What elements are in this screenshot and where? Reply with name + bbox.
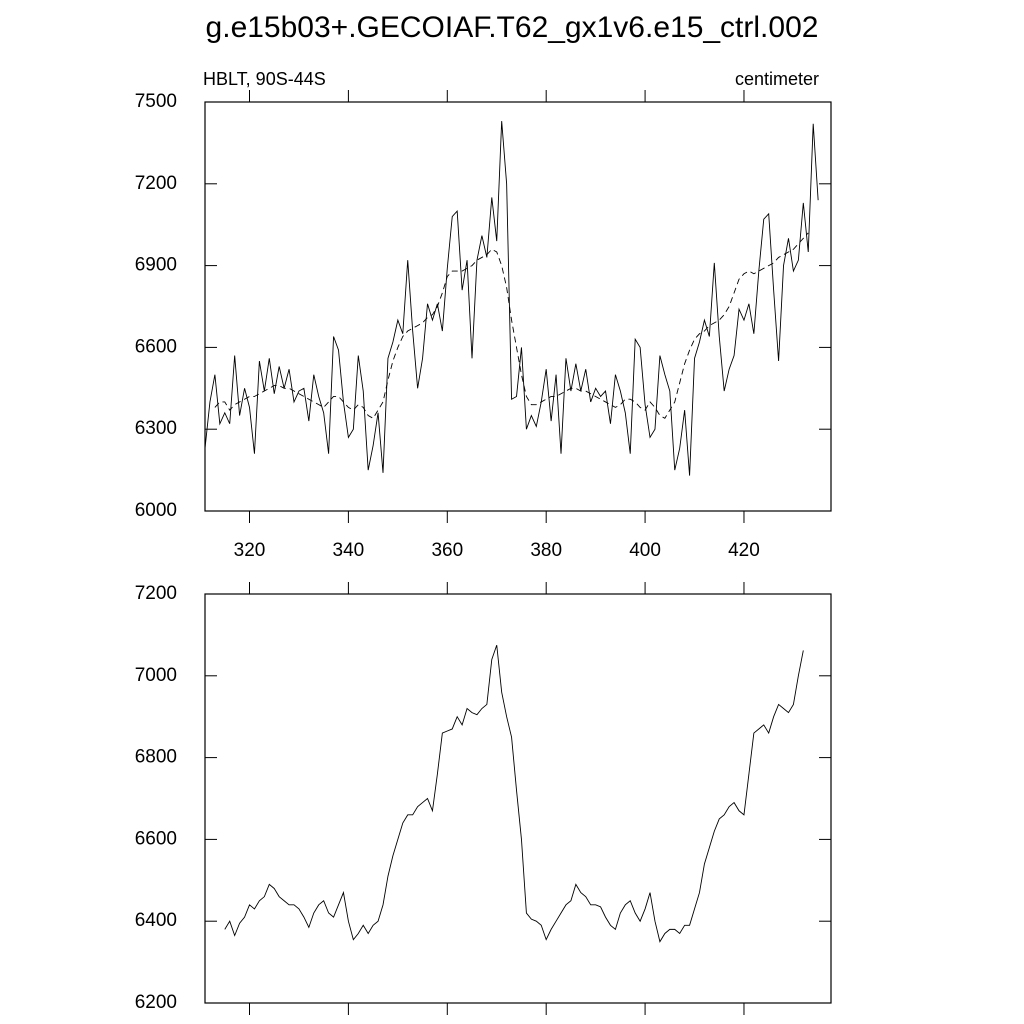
x-tick-label: 400 bbox=[629, 540, 661, 561]
left-string: HBLT, 90S-44S bbox=[203, 69, 326, 89]
x-tick-label: 320 bbox=[234, 540, 266, 561]
y-tick-label: 7200 bbox=[135, 583, 177, 604]
y-tick-label: 6600 bbox=[135, 828, 177, 849]
plot-frame bbox=[204, 101, 832, 512]
y-tick-label: 6900 bbox=[135, 255, 177, 276]
x-tick-label: 380 bbox=[530, 540, 562, 561]
right-string: centimeter bbox=[735, 69, 819, 89]
y-tick-label: 6400 bbox=[135, 910, 177, 931]
data-line bbox=[204, 121, 819, 476]
y-tick-label: 6300 bbox=[135, 418, 177, 439]
plot-frame bbox=[204, 593, 832, 1004]
y-tick-label: 6200 bbox=[135, 992, 177, 1013]
y-tick-label: 6600 bbox=[135, 336, 177, 357]
y-tick-label: 6800 bbox=[135, 747, 177, 768]
x-tick-label: 420 bbox=[728, 540, 760, 561]
y-tick-label: 7000 bbox=[135, 665, 177, 686]
x-tick-label: 340 bbox=[333, 540, 365, 561]
y-tick-label: 6000 bbox=[135, 500, 177, 521]
chart-title: g.e15b03+.GECOIAF.T62_gx1v6.e15_ctrl.002 bbox=[206, 11, 819, 44]
y-tick-label: 7500 bbox=[135, 91, 177, 112]
data-line bbox=[214, 232, 809, 419]
y-tick-label: 7200 bbox=[135, 173, 177, 194]
data-line bbox=[224, 644, 804, 943]
x-tick-label: 360 bbox=[431, 540, 463, 561]
